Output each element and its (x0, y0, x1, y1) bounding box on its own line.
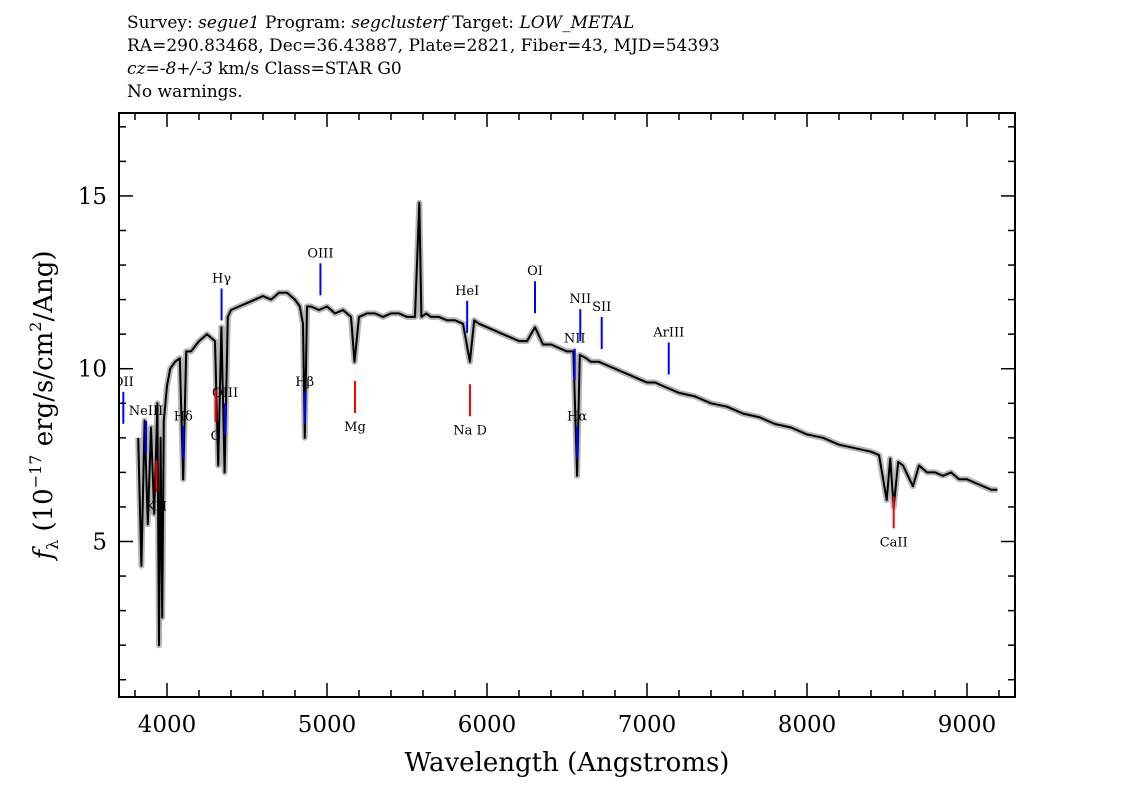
axis-ticks (119, 113, 1015, 697)
line-label: G (210, 429, 220, 444)
cz-value: -8+/-3 (159, 59, 213, 79)
line-label: ArIII (652, 325, 684, 340)
y-axis-label: fλ (10−17 erg/s/cm2/Ang) (26, 250, 62, 561)
line-label: OIII (212, 386, 238, 401)
line-label: Hδ (174, 409, 193, 424)
line-label: KH (146, 499, 167, 514)
y-tick-label: 10 (78, 357, 107, 383)
x-axis-label: Wavelength (Angstroms) (405, 748, 730, 778)
line-label: NII (564, 332, 586, 347)
axis-tick-labels: 4000 5000 6000 7000 8000 9000 5 10 15 (78, 184, 997, 738)
header-line-coordinates: RA=290.83468, Dec=36.43887, Plate=2821, … (127, 36, 720, 56)
plot-frame (118, 112, 1016, 698)
line-label: Hα (567, 409, 587, 424)
program-value: segclusterf (351, 13, 447, 33)
line-label: CaII (880, 535, 908, 550)
header-line-warnings: No warnings. (127, 82, 243, 102)
line-label: NeIII (129, 404, 163, 419)
line-label: Hγ (212, 272, 231, 287)
x-tick-label: 8000 (778, 712, 837, 738)
y-tick-label: 5 (92, 529, 107, 555)
header-line-redshift: cz=-8+/-3 km/s Class=STAR G0 (127, 59, 402, 79)
header-line-survey: Survey: segue1 Program: segclusterf Targ… (127, 13, 635, 33)
line-label: OI (527, 264, 543, 279)
target-value: LOW_METAL (519, 13, 635, 33)
x-tick-label: 7000 (618, 712, 677, 738)
line-label: OIII (307, 246, 333, 261)
line-label: OII (113, 375, 134, 390)
x-tick-label: 9000 (938, 712, 997, 738)
line-label: SII (592, 300, 611, 315)
spectrum-header: Survey: segue1 Program: segclusterf Targ… (127, 12, 720, 104)
line-label: Hβ (295, 375, 314, 390)
y-tick-label: 15 (78, 184, 107, 210)
line-label: NII (569, 292, 591, 307)
line-label: Mg (344, 420, 366, 435)
flux-series-line (137, 201, 998, 647)
line-label: HeI (455, 284, 479, 299)
x-tick-label: 5000 (298, 712, 357, 738)
line-label: Na D (453, 423, 487, 438)
survey-value: segue1 (198, 13, 260, 33)
x-tick-label: 4000 (138, 712, 197, 738)
x-tick-label: 6000 (458, 712, 517, 738)
